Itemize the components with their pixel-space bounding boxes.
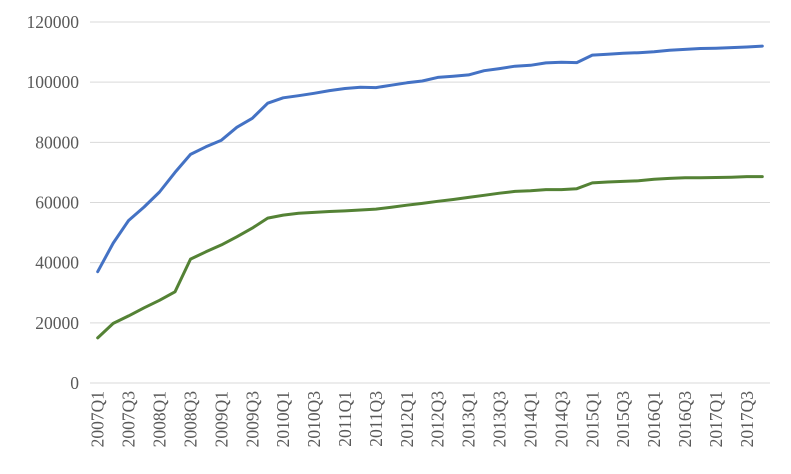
x-axis-tick-label: 2017Q3: [737, 391, 757, 448]
x-axis-tick-label: 2015Q1: [582, 391, 602, 447]
x-axis-tick-label: 2007Q3: [119, 391, 139, 448]
series-green-line: [96, 175, 764, 340]
x-axis-tick-label: 2014Q3: [551, 391, 571, 448]
x-axis-tick-label: 2014Q1: [520, 391, 540, 447]
y-axis-tick-label: 40000: [35, 253, 79, 273]
x-axis-tick-label: 2013Q1: [459, 391, 479, 447]
x-axis-tick-label: 2007Q1: [88, 391, 108, 447]
y-axis-tick-label: 100000: [27, 72, 80, 92]
x-axis-tick-label: 2012Q3: [428, 391, 448, 448]
x-axis-tick-label: 2011Q3: [366, 391, 386, 447]
x-axis-tick-label: 2016Q1: [644, 391, 664, 447]
x-axis-tick-label: 2009Q3: [242, 391, 262, 448]
x-axis-tick-label: 2016Q3: [675, 391, 695, 448]
x-axis-tick-label: 2008Q1: [150, 391, 170, 447]
x-axis-tick-label: 2017Q1: [706, 391, 726, 447]
x-axis-tick-label: 2008Q3: [180, 391, 200, 448]
series-blue-line: [96, 44, 764, 274]
y-axis-tick-label: 60000: [35, 193, 79, 213]
x-axis-tick-label: 2009Q1: [211, 391, 231, 447]
x-axis-tick-label: 2010Q1: [273, 391, 293, 447]
x-axis-tick-label: 2011Q1: [335, 391, 355, 447]
x-axis-tick-label: 2013Q3: [490, 391, 510, 448]
y-axis-tick-label: 80000: [35, 132, 79, 152]
y-axis-tick-label: 120000: [27, 12, 80, 32]
y-axis-tick-label: 20000: [35, 313, 79, 333]
x-axis-tick-label: 2015Q3: [613, 391, 633, 448]
x-axis-tick-label: 2012Q1: [397, 391, 417, 447]
y-axis-tick-label: 0: [70, 373, 79, 393]
x-axis-tick-label: 2010Q3: [304, 391, 324, 448]
